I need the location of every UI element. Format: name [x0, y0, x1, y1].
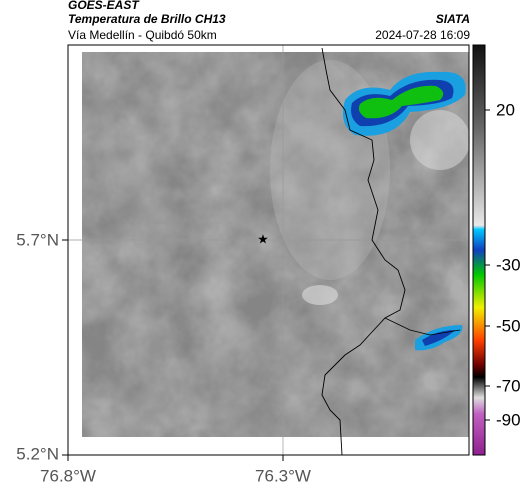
colorbar-tick-label: -70 [496, 376, 521, 395]
colorbar-scale [472, 44, 486, 456]
colorbar-tick-label: -90 [496, 410, 521, 429]
latitude-label: 5.2°N [16, 444, 59, 463]
colorbar-tick-label: -50 [496, 316, 521, 335]
source: GOES-EAST [68, 0, 140, 12]
border [384, 317, 461, 336]
colorbar: 20 -30 -50 -70 -90 [472, 44, 521, 456]
agency: SIATA [436, 12, 470, 26]
longitude-label: 76.3°W [255, 466, 311, 485]
border [321, 47, 406, 456]
colorbar-ticks: 20 -30 -50 -70 -90 [485, 100, 521, 429]
map-border [67, 44, 470, 456]
product: Temperatura de Brillo CH13 [68, 12, 226, 26]
cloud [302, 285, 338, 305]
colorbar-tick-label: 20 [496, 100, 515, 119]
cold-cloud-core [358, 85, 444, 119]
cloud [410, 110, 470, 170]
colorbar-tick-label: -30 [496, 255, 521, 274]
axes: 5.7°N 5.2°N 76.8°W 76.3°W [16, 230, 311, 485]
location-marker: ★ [257, 231, 269, 246]
longitude-label: 76.8°W [40, 466, 96, 485]
latitude-label: 5.7°N [16, 230, 59, 249]
region: Vía Medellín - Quibdó 50km [68, 28, 217, 42]
map: ★ [67, 44, 470, 456]
cold-cloud [422, 330, 455, 346]
timestamp: 2024-07-28 16:09 [375, 28, 470, 42]
